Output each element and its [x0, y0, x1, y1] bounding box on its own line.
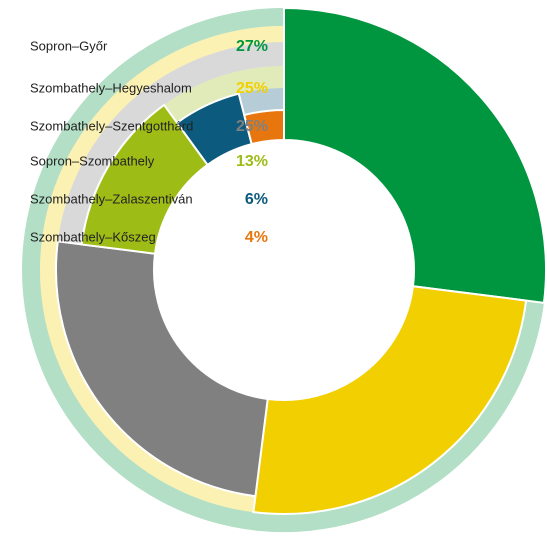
legend-label: Szombathely–Szentgotthárd	[30, 118, 193, 133]
legend-value: 4%	[245, 229, 268, 246]
legend-value: 25%	[236, 80, 268, 97]
legend-label: Sopron–Győr	[30, 38, 108, 53]
legend-value: 6%	[245, 191, 268, 208]
legend-value: 27%	[236, 38, 268, 55]
legend-label: Szombathely–Zalaszentiván	[30, 191, 193, 206]
legend-label: Sopron–Szombathely	[30, 153, 155, 168]
donut-hole	[154, 140, 414, 400]
legend-label: Szombathely–Hegyeshalom	[30, 80, 192, 95]
legend-value: 25%	[236, 118, 268, 135]
legend-label: Szombathely–Kőszeg	[30, 229, 156, 244]
legend-value: 13%	[236, 153, 268, 170]
